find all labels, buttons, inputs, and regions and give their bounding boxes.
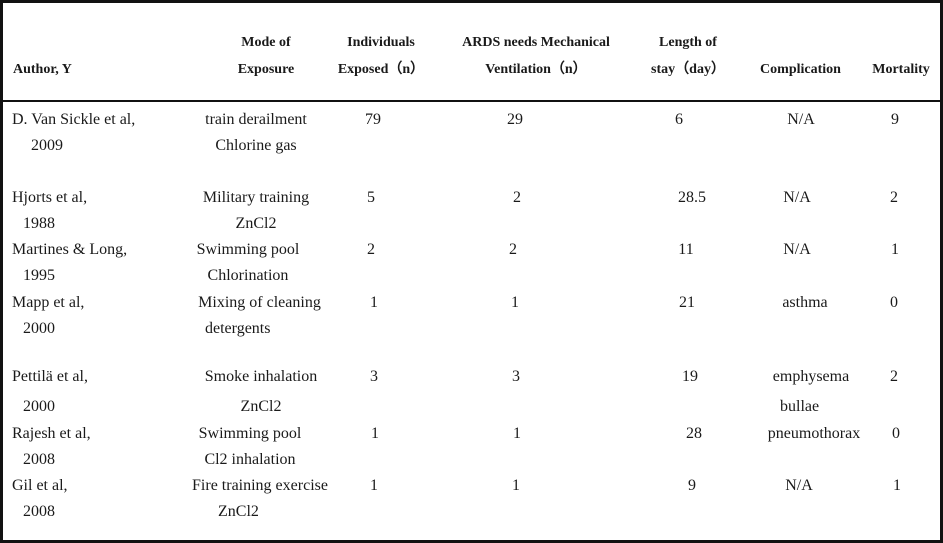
row-author: Hjorts et al, 1988 <box>12 189 88 232</box>
row-ards: 2 <box>509 241 517 258</box>
row-ards: 2 <box>513 189 521 206</box>
row-author: Gil et al, 2008 <box>12 477 68 520</box>
row-individuals: 3 <box>370 368 378 385</box>
row-complication: N/A <box>787 111 815 128</box>
row-mode: Swimming pool Cl2 inhalation <box>198 425 302 468</box>
row-mortality: 1 <box>893 477 901 494</box>
row-mortality: 9 <box>891 111 899 128</box>
row-mode: train derailment Chlorine gas <box>205 111 307 154</box>
row-mortality: 1 <box>891 241 899 258</box>
row-ards: 1 <box>511 294 519 311</box>
row-mode: Smoke inhalation ZnCl2 <box>204 368 318 415</box>
row-length: 21 <box>679 294 695 311</box>
row-mode: Military training ZnCl2 <box>202 189 310 232</box>
row-length: 28 <box>686 425 702 442</box>
header-length: Length of stay（day） <box>651 35 725 77</box>
row-mortality: 2 <box>890 368 898 385</box>
row-mortality: 0 <box>892 425 900 442</box>
header-complication: Complication <box>760 62 841 77</box>
row-author: D. Van Sickle et al, 2009 <box>12 111 136 154</box>
header-author: Author, Y <box>13 62 72 77</box>
row-individuals: 2 <box>367 241 375 258</box>
row-length: 19 <box>682 368 698 385</box>
header-divider <box>3 100 940 102</box>
row-author: Rajesh et al, 2008 <box>12 425 91 468</box>
row-individuals: 1 <box>370 477 378 494</box>
row-individuals: 1 <box>370 294 378 311</box>
row-complication: N/A <box>783 189 811 206</box>
header-ards: ARDS needs Mechanical Ventilation（n） <box>462 35 610 77</box>
row-length: 11 <box>678 241 694 258</box>
row-ards: 1 <box>513 425 521 442</box>
row-complication: asthma <box>782 294 828 311</box>
row-individuals: 79 <box>365 111 381 128</box>
row-author: Martines & Long, 1995 <box>12 241 128 284</box>
row-mode: Fire training exercise ZnCl2 <box>192 477 328 520</box>
header-mortality: Mortality <box>872 62 930 77</box>
row-individuals: 1 <box>371 425 379 442</box>
row-author: Pettilä et al, 2000 <box>12 368 88 415</box>
header-mode: Mode of Exposure <box>237 35 295 77</box>
row-complication: pneumothorax <box>767 425 861 442</box>
row-complication: N/A <box>785 477 813 494</box>
row-ards: 29 <box>507 111 523 128</box>
row-mortality: 0 <box>890 294 898 311</box>
header-individuals: Individuals Exposed（n） <box>337 35 425 77</box>
row-complication: N/A <box>783 241 811 258</box>
row-length: 9 <box>688 477 696 494</box>
row-individuals: 5 <box>367 189 375 206</box>
row-ards: 1 <box>512 477 520 494</box>
row-length: 6 <box>675 111 683 128</box>
row-complication: emphysema bullae <box>772 368 850 415</box>
row-mortality: 2 <box>890 189 898 206</box>
row-length: 28.5 <box>678 189 706 206</box>
row-mode: Swimming pool Chlorination <box>196 241 300 284</box>
row-mode: Mixing of cleaning detergents <box>198 294 321 337</box>
row-ards: 3 <box>512 368 520 385</box>
row-author: Mapp et al, 2000 <box>12 294 85 337</box>
